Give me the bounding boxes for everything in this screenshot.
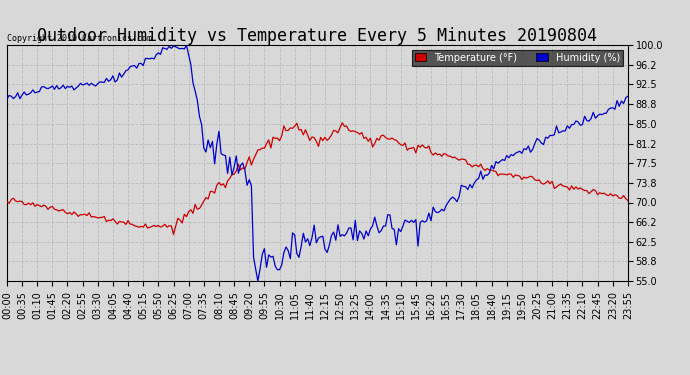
Title: Outdoor Humidity vs Temperature Every 5 Minutes 20190804: Outdoor Humidity vs Temperature Every 5 … — [37, 27, 598, 45]
Text: Copyright 2019 Cartronics.com: Copyright 2019 Cartronics.com — [7, 34, 152, 43]
Legend: Temperature (°F), Humidity (%): Temperature (°F), Humidity (%) — [412, 50, 623, 66]
